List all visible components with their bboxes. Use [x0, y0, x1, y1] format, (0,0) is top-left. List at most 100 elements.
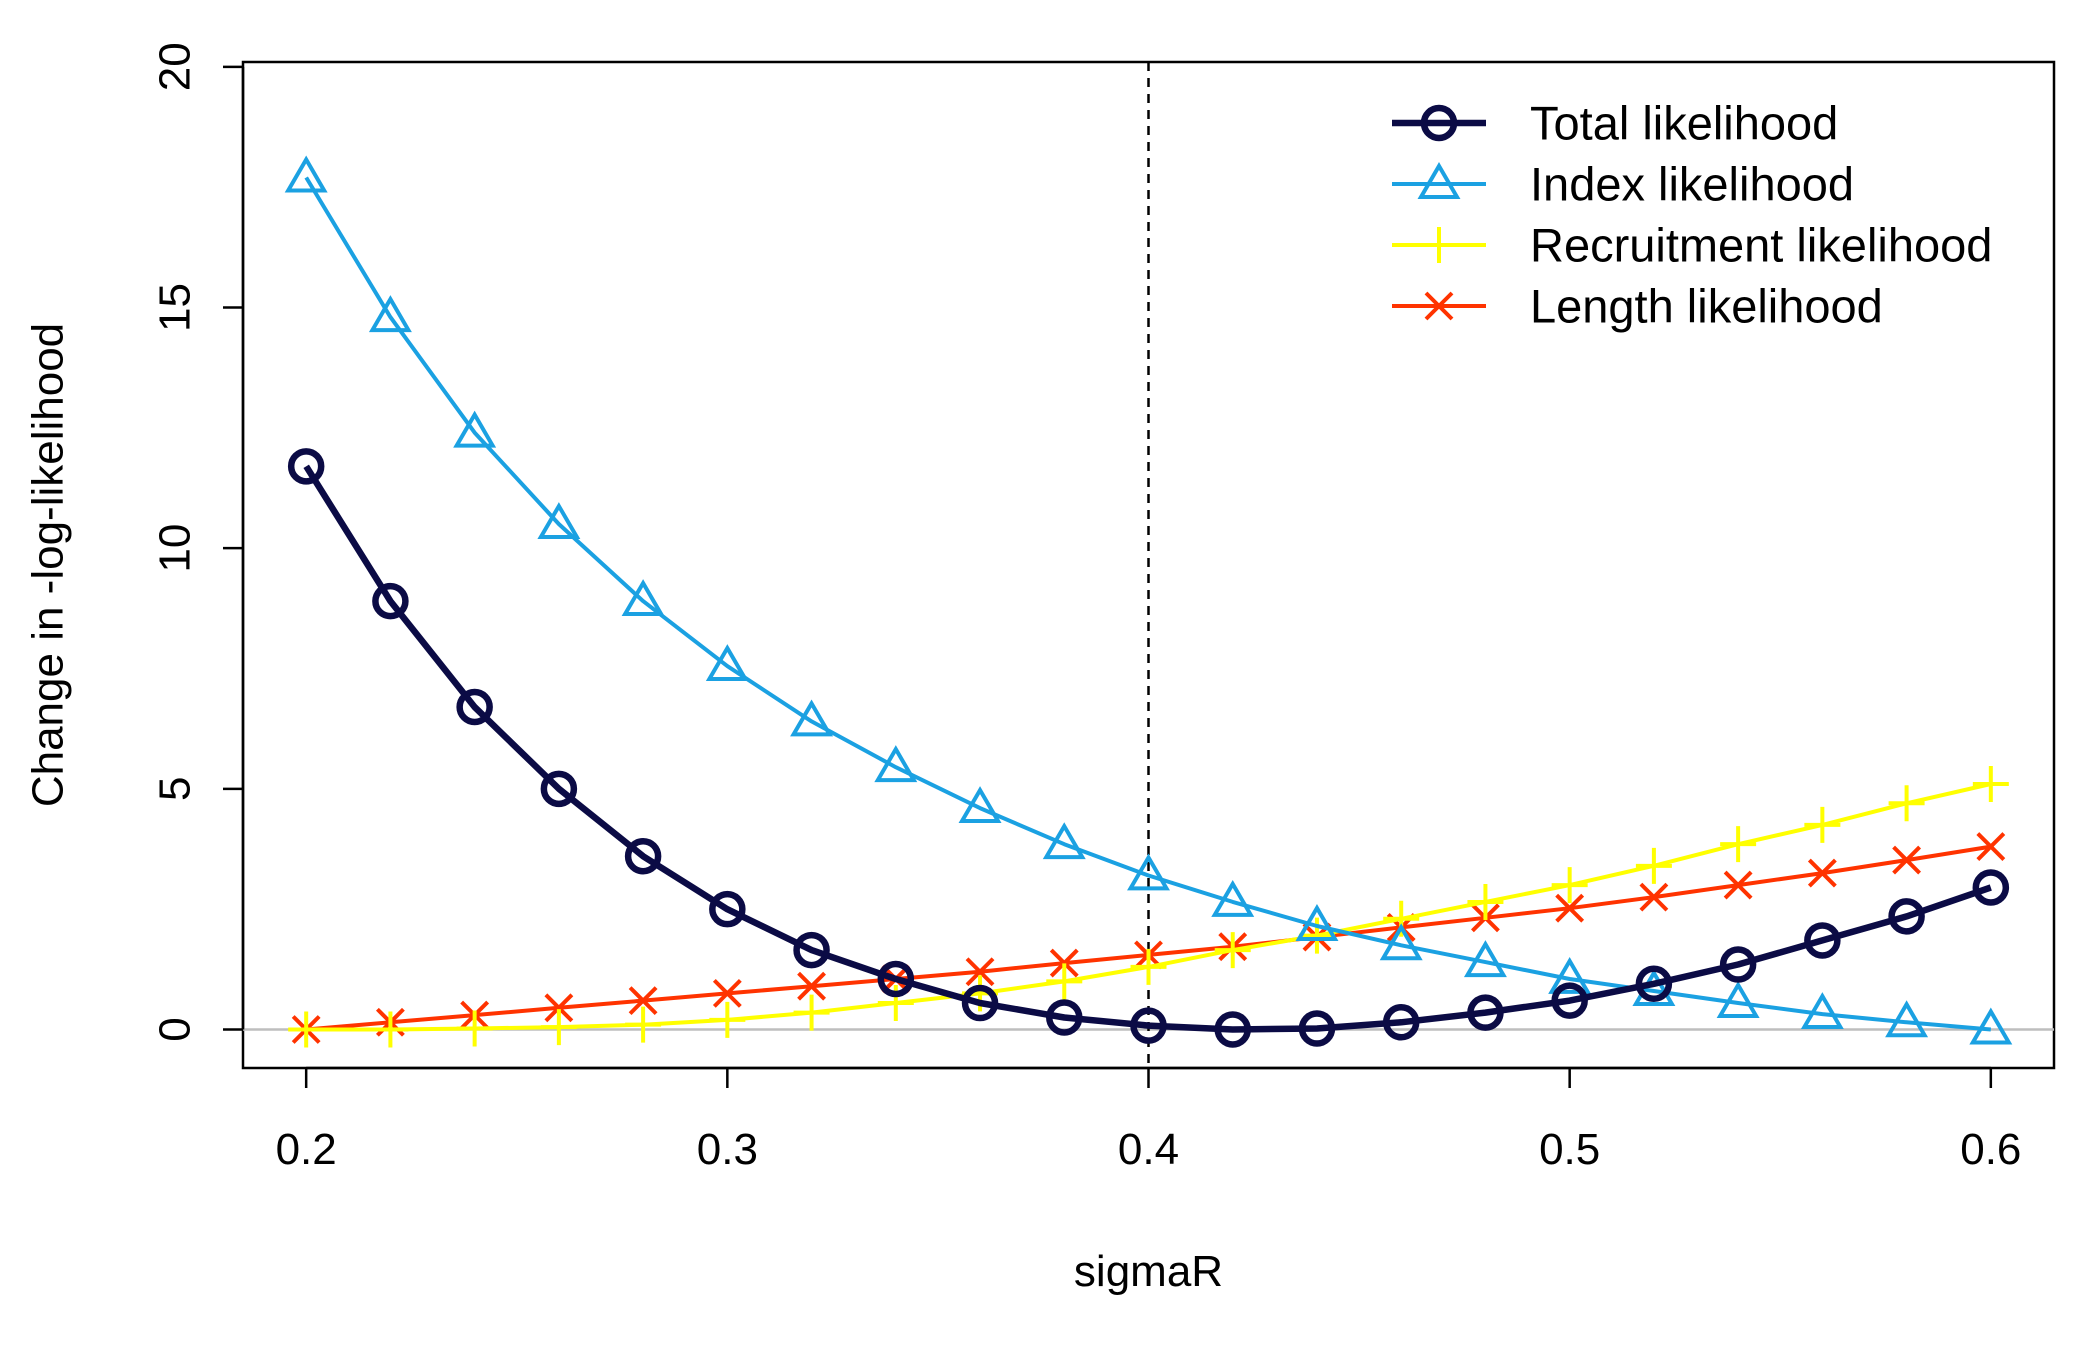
data-point-length-likelihood	[1807, 858, 1837, 888]
x-axis-label: sigmaR	[1074, 1247, 1223, 1296]
data-point-index-likelihood	[1969, 1007, 2013, 1045]
data-point-index-likelihood	[1885, 1000, 1929, 1038]
data-point-length-likelihood	[965, 957, 995, 987]
legend-item-index-likelihood: Index likelihood	[1392, 158, 1854, 211]
series-line-total-likelihood	[303, 464, 1992, 1033]
data-point-length-likelihood	[1976, 832, 2006, 861]
data-point-recruitment-likelihood	[456, 1010, 493, 1047]
data-point-index-likelihood	[958, 786, 1002, 824]
data-point-index-likelihood	[1042, 822, 1086, 860]
data-point-length-likelihood	[712, 978, 742, 1008]
data-point-recruitment-likelihood	[372, 1011, 409, 1048]
x-tick-label: 0.4	[1118, 1125, 1179, 1174]
data-point-total-likelihood	[1046, 999, 1083, 1036]
series-layer	[284, 155, 2013, 1048]
legend-swatch-marker	[1421, 227, 1457, 263]
y-tick-label: 20	[151, 42, 200, 91]
legend-label: Recruitment likelihood	[1530, 219, 1992, 272]
data-point-total-likelihood	[1888, 898, 1925, 935]
x-tick-label: 0.2	[276, 1125, 337, 1174]
data-point-index-likelihood	[537, 502, 581, 540]
y-axis: 0 5 10 15 20	[151, 42, 245, 1042]
data-point-recruitment-likelihood	[1298, 917, 1335, 954]
y-tick-label: 10	[151, 524, 200, 573]
legend-label: Index likelihood	[1530, 158, 1854, 211]
y-tick-label: 5	[151, 777, 200, 801]
data-point-length-likelihood	[797, 971, 826, 1001]
data-point-total-likelihood	[1972, 869, 2010, 906]
data-point-recruitment-likelihood	[288, 1011, 325, 1048]
series-index-likelihood	[284, 155, 2013, 1045]
data-point-recruitment-likelihood	[1720, 826, 1757, 863]
x-axis: 0.2 0.3 0.4 0.5 0.6	[276, 1066, 2021, 1174]
data-point-index-likelihood	[284, 155, 328, 193]
data-point-total-likelihood	[1467, 994, 1504, 1031]
series-recruitment-likelihood	[288, 766, 2009, 1048]
data-point-recruitment-likelihood	[1635, 847, 1672, 884]
data-point-length-likelihood	[1723, 870, 1753, 900]
data-point-index-likelihood	[874, 745, 918, 783]
data-point-total-likelihood	[1214, 1011, 1251, 1048]
data-point-total-likelihood	[1551, 982, 1588, 1019]
data-point-length-likelihood	[628, 986, 658, 1016]
data-point-recruitment-likelihood	[793, 994, 830, 1031]
data-point-total-likelihood	[709, 890, 746, 928]
data-point-total-likelihood	[1635, 965, 1673, 1003]
data-point-index-likelihood	[1463, 940, 1507, 978]
data-point-total-likelihood	[372, 582, 409, 620]
data-point-total-likelihood	[1382, 1004, 1420, 1041]
data-point-index-likelihood	[705, 644, 749, 682]
data-point-total-likelihood	[624, 837, 662, 875]
x-tick-label: 0.5	[1539, 1125, 1600, 1174]
data-point-index-likelihood	[1211, 879, 1255, 917]
data-point-length-likelihood	[544, 993, 574, 1023]
legend-item-total-likelihood: Total likelihood	[1392, 97, 1838, 150]
data-point-total-likelihood	[1130, 1007, 1167, 1044]
data-point-length-likelihood	[1639, 882, 1669, 912]
legend: Total likelihood Index likelihood Recruitm…	[1392, 97, 1992, 333]
data-point-recruitment-likelihood	[1972, 766, 2009, 803]
data-point-index-likelihood	[1379, 923, 1423, 961]
data-point-recruitment-likelihood	[1551, 867, 1588, 904]
y-tick-label: 15	[151, 283, 200, 332]
data-point-index-likelihood	[453, 410, 497, 448]
data-point-recruitment-likelihood	[1467, 883, 1504, 920]
y-axis-label: Change in -log-likelihood	[24, 323, 73, 807]
data-point-index-likelihood	[1800, 992, 1844, 1030]
data-point-total-likelihood	[877, 960, 915, 998]
data-point-total-likelihood	[1719, 946, 1757, 983]
data-point-total-likelihood	[793, 931, 830, 969]
data-point-total-likelihood	[540, 770, 578, 808]
data-point-total-likelihood	[456, 688, 493, 726]
data-point-index-likelihood	[1295, 904, 1339, 941]
data-point-recruitment-likelihood	[1130, 948, 1167, 985]
data-point-length-likelihood	[1555, 893, 1585, 923]
y-tick-label: 0	[151, 1017, 200, 1041]
reference-lines	[243, 62, 2054, 1068]
data-point-recruitment-likelihood	[1046, 963, 1083, 1000]
legend-item-length-likelihood: Length likelihood	[1392, 280, 1883, 333]
legend-item-recruitment-likelihood: Recruitment likelihood	[1392, 219, 1992, 272]
x-tick-label: 0.3	[697, 1125, 758, 1174]
data-point-index-likelihood	[1716, 981, 1760, 1018]
data-point-index-likelihood	[368, 295, 412, 333]
legend-swatch-marker	[1417, 162, 1461, 199]
data-point-total-likelihood	[961, 984, 999, 1022]
data-point-total-likelihood	[1804, 922, 1841, 959]
data-point-length-likelihood	[1892, 845, 1922, 875]
data-point-recruitment-likelihood	[709, 1001, 746, 1038]
series-total-likelihood	[287, 448, 2010, 1048]
data-point-total-likelihood	[287, 448, 325, 485]
data-point-index-likelihood	[1548, 956, 1592, 994]
legend-label: Total likelihood	[1530, 97, 1838, 150]
data-point-length-likelihood	[1049, 948, 1079, 978]
data-point-index-likelihood	[790, 699, 834, 737]
data-point-index-likelihood	[621, 579, 665, 617]
data-point-total-likelihood	[1298, 1010, 1336, 1047]
data-point-recruitment-likelihood	[1888, 785, 1925, 822]
data-point-recruitment-likelihood	[625, 1006, 662, 1043]
legend-swatch-marker	[1424, 291, 1454, 321]
series-line-index-likelihood	[304, 176, 1991, 1032]
data-point-index-likelihood	[1127, 853, 1170, 891]
